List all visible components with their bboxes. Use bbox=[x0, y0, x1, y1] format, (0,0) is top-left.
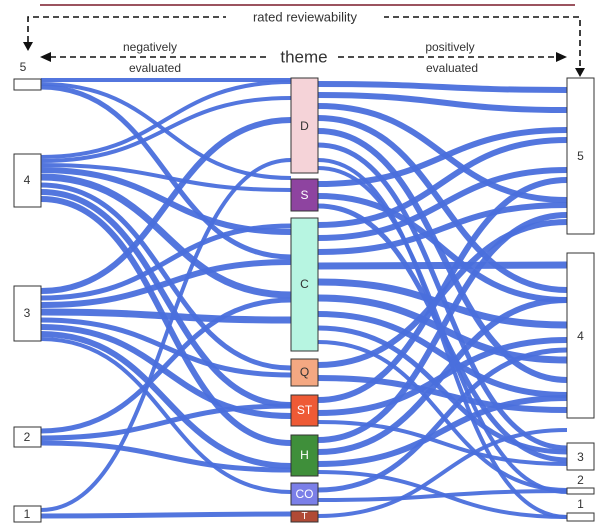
flow-right-20 bbox=[317, 340, 568, 492]
flow-right-1 bbox=[317, 81, 568, 93]
flow-right-16 bbox=[317, 278, 568, 329]
flow-right-23 bbox=[317, 177, 568, 403]
theme-node-s bbox=[290, 178, 319, 212]
flow-left-10 bbox=[40, 189, 292, 408]
flow-left-4 bbox=[40, 80, 292, 159]
right-node-2-label: 2 bbox=[577, 473, 584, 487]
arrow-head-left-down bbox=[23, 42, 33, 51]
arrow-head-right-down bbox=[575, 68, 585, 77]
flow-left-21 bbox=[40, 403, 292, 441]
flow-right-30 bbox=[317, 347, 568, 493]
flow-left-8 bbox=[40, 173, 292, 299]
flow-right-10 bbox=[317, 193, 568, 303]
reviewability-bracket: rated reviewability bbox=[23, 8, 585, 77]
theme-node-co bbox=[290, 482, 319, 506]
theme-label: theme bbox=[280, 48, 327, 67]
flow-left-13 bbox=[40, 223, 292, 301]
flow-left-22 bbox=[40, 440, 292, 473]
theme-node-t-label: T bbox=[301, 511, 307, 522]
theme-node-q bbox=[290, 358, 319, 387]
flow-right-18 bbox=[317, 311, 568, 398]
theme-node-q-label: Q bbox=[300, 365, 309, 379]
theme-node-h bbox=[290, 434, 319, 477]
flow-right-22 bbox=[317, 375, 568, 413]
theme-node-co-label: CO bbox=[296, 487, 314, 501]
left-node-4-label: 4 bbox=[24, 173, 31, 187]
arrow-head-right bbox=[556, 52, 567, 62]
right-node-3 bbox=[566, 442, 595, 471]
flow-left-18 bbox=[40, 331, 292, 469]
theme-node-d-label: D bbox=[300, 119, 309, 133]
arrow-head-left bbox=[40, 52, 51, 62]
flow-links bbox=[40, 78, 568, 519]
right-node-5-label: 5 bbox=[577, 149, 584, 163]
theme-node-t bbox=[290, 510, 319, 523]
flow-left-17 bbox=[40, 324, 292, 419]
flow-left-11 bbox=[40, 196, 292, 446]
right-node-3-label: 3 bbox=[577, 450, 584, 464]
right-node-1-label: 1 bbox=[577, 497, 584, 511]
right-node-1 bbox=[566, 512, 595, 522]
flow-left-14 bbox=[40, 259, 292, 308]
right-nodes: 5 4 3 2 1 bbox=[566, 77, 595, 522]
theme-node-s-label: S bbox=[300, 188, 308, 202]
flow-left-6 bbox=[40, 163, 292, 192]
flow-right-19 bbox=[317, 325, 568, 455]
flow-left-19 bbox=[40, 337, 292, 494]
flow-left-5 bbox=[40, 96, 292, 163]
left-node-4 bbox=[13, 153, 42, 208]
flow-right-26 bbox=[317, 212, 568, 443]
flow-left-16 bbox=[40, 317, 292, 378]
flow-right-32 bbox=[317, 428, 568, 518]
flow-left-23 bbox=[40, 158, 292, 512]
flow-left-12 bbox=[40, 117, 292, 294]
left-node-1-label: 1 bbox=[24, 507, 31, 521]
flow-right-14 bbox=[317, 202, 568, 255]
left-node-5-label: 5 bbox=[20, 60, 27, 74]
flow-right-15 bbox=[317, 261, 568, 270]
left-node-1 bbox=[13, 505, 42, 523]
flow-right-9 bbox=[317, 127, 568, 187]
theme-node-st bbox=[290, 394, 319, 427]
theme-node-d bbox=[290, 77, 319, 174]
rated-reviewability-label: rated reviewability bbox=[253, 10, 358, 25]
flow-right-25 bbox=[317, 420, 568, 466]
positively-label: positively bbox=[425, 40, 474, 54]
left-nodes: 5 4 3 2 1 bbox=[13, 60, 42, 523]
right-node-4-label: 4 bbox=[577, 329, 584, 343]
theme-node-c bbox=[290, 217, 319, 352]
evaluated-left-label: evaluated bbox=[129, 61, 181, 75]
left-node-3-label: 3 bbox=[24, 306, 31, 320]
right-node-4 bbox=[566, 252, 595, 419]
theme-node-h-label: H bbox=[300, 448, 309, 462]
evaluated-right-label: evaluated bbox=[426, 61, 478, 75]
right-node-2 bbox=[566, 487, 595, 495]
flow-right-3 bbox=[317, 103, 568, 203]
theme-nodes: D S C Q ST H CO T bbox=[290, 77, 319, 523]
flow-left-20 bbox=[40, 297, 292, 434]
flow-left-3 bbox=[40, 84, 292, 260]
flow-left-9 bbox=[40, 182, 292, 371]
flow-right-27 bbox=[317, 297, 568, 455]
flow-right-12 bbox=[317, 137, 568, 228]
flow-right-13 bbox=[317, 167, 568, 241]
theme-node-st-label: ST bbox=[297, 403, 313, 417]
flow-right-28 bbox=[317, 395, 568, 467]
flow-right-2 bbox=[317, 92, 568, 113]
left-node-5 bbox=[13, 78, 42, 91]
evaluation-arrows: theme negatively evaluated positively ev… bbox=[40, 40, 567, 75]
negatively-label: negatively bbox=[123, 40, 177, 54]
left-node-3 bbox=[13, 285, 42, 342]
flow-left-15 bbox=[40, 308, 292, 324]
right-node-5 bbox=[566, 77, 595, 235]
flow-right-5 bbox=[317, 128, 568, 383]
flow-left-24 bbox=[40, 511, 292, 519]
left-node-2 bbox=[13, 426, 42, 448]
theme-node-c-label: C bbox=[300, 277, 309, 291]
left-node-2-label: 2 bbox=[24, 430, 31, 444]
flow-right-31 bbox=[317, 489, 568, 502]
